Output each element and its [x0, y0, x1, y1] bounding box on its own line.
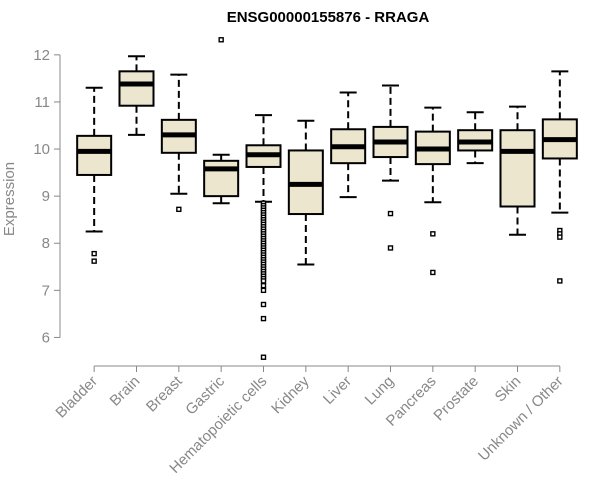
outlier-point	[260, 282, 267, 289]
outlier-point	[260, 315, 267, 322]
outlier-point	[91, 250, 97, 257]
box-pancreas	[414, 106, 451, 276]
x-tick-label: Bladder	[52, 373, 101, 422]
y-tick-label: 10	[33, 141, 50, 158]
box-gastric	[203, 37, 240, 205]
boxes-group	[76, 37, 578, 360]
outlier-point	[260, 287, 267, 294]
box-prostate	[457, 111, 494, 165]
iqr-box	[499, 129, 536, 208]
outlier-point	[260, 278, 267, 284]
outlier-point	[218, 37, 224, 43]
box-kidney	[287, 119, 324, 266]
outlier-point	[260, 354, 267, 360]
outlier-point	[430, 231, 436, 237]
x-tick-label: Brain	[107, 373, 144, 410]
x-tick-label: Lung	[362, 373, 398, 409]
outlier-point	[557, 278, 563, 284]
outlier-point	[260, 301, 267, 308]
box-lung	[372, 84, 409, 251]
x-tick-label: Liver	[320, 373, 355, 408]
outlier-point	[176, 206, 182, 213]
y-tick-label: 11	[34, 94, 50, 111]
iqr-box	[118, 70, 155, 107]
box-breast	[160, 73, 197, 213]
x-tick-label: Prostate	[430, 373, 482, 425]
iqr-box	[203, 159, 240, 198]
x-tick-label: Skin	[492, 373, 525, 406]
box-unknown-other	[541, 70, 578, 284]
y-tick-label: 7	[42, 282, 50, 299]
y-tick-label: 12	[33, 47, 50, 64]
iqr-box	[76, 134, 113, 176]
box-bladder	[76, 86, 113, 264]
y-tick-label: 8	[42, 235, 50, 252]
outlier-point	[91, 258, 97, 264]
y-axis: 6 7 8 9 10 11 12	[33, 47, 61, 346]
x-tick-label: Breast	[143, 372, 186, 415]
y-axis-label: Expression	[1, 162, 18, 236]
outlier-point	[557, 234, 563, 240]
box-liver	[330, 91, 367, 199]
box-hematopoietic-cells	[245, 114, 282, 360]
outlier-point	[387, 245, 394, 251]
y-tick-label: 6	[42, 329, 50, 346]
x-tick-label: Kidney	[268, 372, 313, 417]
y-tick-label: 9	[42, 188, 50, 205]
box-brain	[118, 55, 155, 136]
outlier-point	[387, 210, 394, 217]
chart-title: ENSG00000155876 - RRAGA	[227, 9, 430, 26]
outlier-point	[430, 269, 436, 276]
box-skin	[499, 105, 536, 236]
